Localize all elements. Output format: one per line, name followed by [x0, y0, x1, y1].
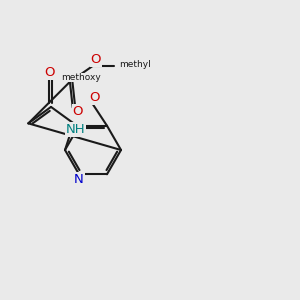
Text: O: O: [91, 53, 101, 66]
Text: O: O: [89, 91, 100, 104]
Text: N: N: [74, 173, 84, 186]
Text: NH: NH: [66, 123, 86, 136]
Text: O: O: [44, 66, 54, 79]
Text: methoxy: methoxy: [61, 73, 100, 82]
Text: methyl: methyl: [119, 60, 151, 69]
Text: O: O: [73, 105, 83, 118]
